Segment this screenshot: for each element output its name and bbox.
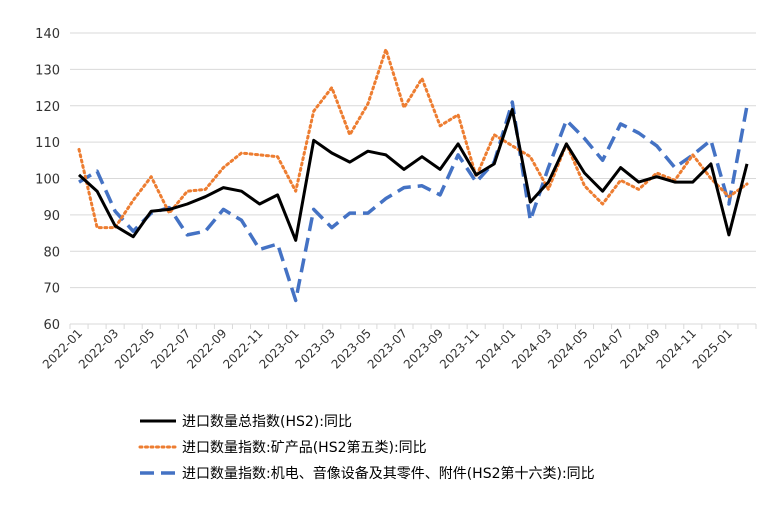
series-line-3 xyxy=(78,100,749,303)
legend: 进口数量总指数(HS2):同比进口数量指数:矿产品(HS2第五类):同比进口数量… xyxy=(138,414,595,482)
series-lines xyxy=(77,47,749,303)
x-tick-label: 2025-01 xyxy=(690,326,735,371)
legend-label-1: 进口数量总指数(HS2):同比 xyxy=(182,414,352,430)
y-axis: 60 70 80 90 100 110 120 130 140 xyxy=(35,27,60,333)
y-tick-label: 140 xyxy=(35,27,60,42)
y-tick-label: 60 xyxy=(43,318,60,333)
y-tick-label: 110 xyxy=(35,136,60,151)
series-line-2 xyxy=(77,47,749,230)
legend-label-3: 进口数量指数:机电、音像设备及其零件、附件(HS2第十六类):同比 xyxy=(182,465,595,482)
x-axis: 2022-012022-032022-052022-072022-092022-… xyxy=(40,324,757,372)
y-tick-label: 130 xyxy=(35,63,60,78)
gridlines xyxy=(70,32,756,325)
y-tick-label: 90 xyxy=(43,209,60,224)
series-line-1 xyxy=(77,107,749,242)
y-tick-label: 120 xyxy=(35,100,60,115)
y-tick-label: 100 xyxy=(35,173,60,188)
legend-label-2: 进口数量指数:矿产品(HS2第五类):同比 xyxy=(182,439,427,456)
y-tick-label: 80 xyxy=(43,245,60,260)
y-tick-label: 70 xyxy=(43,282,60,297)
